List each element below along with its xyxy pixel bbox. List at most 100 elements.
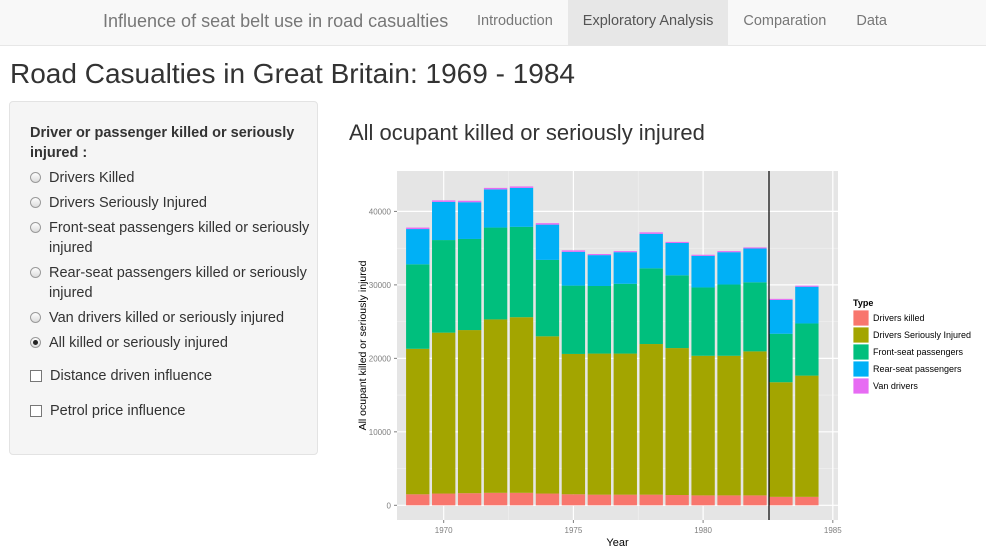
- legend-label-drivers-killed: Drivers killed: [873, 313, 925, 323]
- radio-label: Drivers Seriously Injured: [49, 195, 207, 211]
- radio-front-seat-passengers[interactable]: Front-seat passengers killed or seriousl…: [30, 218, 311, 258]
- bar-drivers-killed-1972: [483, 492, 508, 506]
- legend-swatch-van-drivers: [852, 377, 870, 395]
- navbar-brand[interactable]: Influence of seat belt use in road casua…: [103, 11, 449, 31]
- legend-swatch-drivers-seriously-injured: [852, 326, 870, 344]
- sidebar-panel: Driver or passenger killed or seriously …: [9, 101, 318, 455]
- bar-rear-seat-passengers-1975: [561, 251, 586, 286]
- bar-front-seat-passengers-1982: [743, 282, 767, 352]
- radio-group-label: Driver or passenger killed or seriously …: [30, 125, 295, 161]
- navbar: Influence of seat belt use in road casua…: [0, 0, 986, 46]
- bar-front-seat-passengers-1980: [691, 287, 715, 356]
- checkbox-label: Petrol price influence: [50, 403, 186, 419]
- bar-front-seat-passengers-1973: [509, 226, 534, 318]
- bar-van-drivers-1969: [406, 227, 430, 230]
- bar-rear-seat-passengers-1972: [483, 189, 508, 228]
- radio-button[interactable]: [30, 172, 41, 183]
- bar-drivers-killed-1978: [639, 494, 663, 506]
- bar-van-drivers-1972: [483, 187, 508, 190]
- bar-van-drivers-1979: [665, 241, 689, 244]
- radio-rear-seat-passengers[interactable]: Rear-seat passengers killed or seriously…: [30, 263, 311, 303]
- bar-van-drivers-1976: [587, 254, 612, 256]
- radio-label: Drivers Killed: [49, 170, 135, 186]
- bar-drivers-killed-1971: [457, 493, 482, 506]
- bar-front-seat-passengers-1975: [561, 285, 586, 354]
- bar-drivers-killed-1973: [509, 492, 534, 506]
- legend-label-drivers-seriously-injured: Drivers Seriously Injured: [873, 330, 971, 340]
- bar-rear-seat-passengers-1982: [743, 248, 767, 283]
- bar-van-drivers-1975: [561, 250, 586, 252]
- bar-drivers-killed-1974: [535, 493, 560, 506]
- bar-drivers-killed-1983: [769, 496, 793, 506]
- bar-drivers-killed-1976: [587, 494, 612, 506]
- bar-drivers-seriously-injured-1976: [587, 353, 612, 495]
- bar-drivers-seriously-injured-1970: [432, 332, 456, 494]
- radio-button[interactable]: [30, 312, 41, 323]
- checkbox[interactable]: [30, 405, 42, 417]
- bar-drivers-seriously-injured-1974: [535, 336, 560, 494]
- radio-button[interactable]: [30, 222, 41, 233]
- bar-drivers-killed-1981: [717, 495, 741, 506]
- bar-front-seat-passengers-1970: [432, 240, 456, 333]
- bar-van-drivers-1980: [691, 254, 715, 256]
- bar-drivers-seriously-injured-1969: [406, 348, 430, 495]
- bar-rear-seat-passengers-1980: [691, 255, 715, 288]
- bar-drivers-killed-1984: [795, 496, 819, 506]
- x-tick-label: 1985: [824, 526, 842, 535]
- bar-rear-seat-passengers-1969: [406, 229, 430, 265]
- bar-drivers-seriously-injured-1975: [561, 353, 586, 495]
- bar-drivers-seriously-injured-1972: [483, 319, 508, 493]
- radio-label: Van drivers killed or seriously injured: [49, 310, 285, 326]
- bar-drivers-seriously-injured-1977: [613, 353, 637, 495]
- radio-label: Rear-seat passengers killed or seriously…: [49, 265, 307, 301]
- bar-van-drivers-1984: [795, 285, 819, 287]
- checkbox-distance-driven[interactable]: Distance driven influence: [30, 368, 212, 384]
- radio-all-killed-or-injured[interactable]: All killed or seriously injured: [30, 333, 311, 353]
- y-tick-label: 20000: [369, 354, 392, 363]
- bar-drivers-killed-1975: [561, 494, 586, 506]
- legend-label-front-seat-passengers: Front-seat passengers: [873, 347, 964, 357]
- tab-comparation[interactable]: Comparation: [743, 13, 827, 29]
- checkbox-petrol-price[interactable]: Petrol price influence: [30, 403, 185, 419]
- y-tick-label: 30000: [369, 281, 392, 290]
- bar-rear-seat-passengers-1981: [717, 252, 741, 285]
- legend-swatch-drivers-killed: [852, 309, 870, 327]
- bar-rear-seat-passengers-1983: [769, 299, 793, 334]
- bar-drivers-killed-1977: [613, 494, 637, 506]
- tab-introduction[interactable]: Introduction: [477, 13, 553, 29]
- bar-van-drivers-1978: [639, 232, 663, 234]
- x-axis-title: Year: [606, 537, 629, 549]
- radio-label: Front-seat passengers killed or seriousl…: [49, 220, 310, 256]
- tab-exploratory-analysis[interactable]: Exploratory Analysis: [567, 0, 729, 45]
- bar-van-drivers-1977: [613, 251, 637, 253]
- radio-drivers-seriously-injured[interactable]: Drivers Seriously Injured: [30, 193, 311, 213]
- legend-label-van-drivers: Van drivers: [873, 381, 918, 391]
- y-axis-title: All ocupant killed or seriously injured: [357, 260, 369, 430]
- bar-rear-seat-passengers-1984: [795, 286, 819, 324]
- legend-swatch-front-seat-passengers: [852, 343, 870, 361]
- bar-drivers-seriously-injured-1980: [691, 355, 715, 496]
- x-tick-label: 1975: [565, 526, 583, 535]
- bar-front-seat-passengers-1981: [717, 284, 741, 356]
- radio-button[interactable]: [30, 267, 41, 278]
- bar-drivers-killed-1970: [432, 493, 456, 506]
- bar-drivers-seriously-injured-1979: [665, 348, 689, 496]
- bar-drivers-seriously-injured-1983: [769, 382, 793, 497]
- tab-data[interactable]: Data: [856, 13, 887, 29]
- bar-drivers-seriously-injured-1984: [795, 375, 819, 497]
- y-tick-label: 0: [387, 501, 392, 510]
- bar-front-seat-passengers-1974: [535, 259, 560, 337]
- bar-front-seat-passengers-1983: [769, 333, 793, 383]
- stacked-bar-chart: 0 10000 20000 30000 40000 1970 1975 1980 1985 Yea…: [357, 171, 971, 549]
- radio-drivers-killed[interactable]: Drivers Killed: [30, 168, 311, 188]
- bar-van-drivers-1974: [535, 223, 560, 225]
- radio-button-selected[interactable]: [30, 337, 41, 348]
- bar-front-seat-passengers-1972: [483, 227, 508, 320]
- bar-van-drivers-1971: [457, 200, 482, 203]
- bar-drivers-seriously-injured-1981: [717, 355, 741, 496]
- bar-rear-seat-passengers-1971: [457, 202, 482, 239]
- radio-button[interactable]: [30, 197, 41, 208]
- bar-van-drivers-1973: [509, 186, 534, 188]
- radio-van-drivers[interactable]: Van drivers killed or seriously injured: [30, 308, 311, 328]
- checkbox[interactable]: [30, 370, 42, 382]
